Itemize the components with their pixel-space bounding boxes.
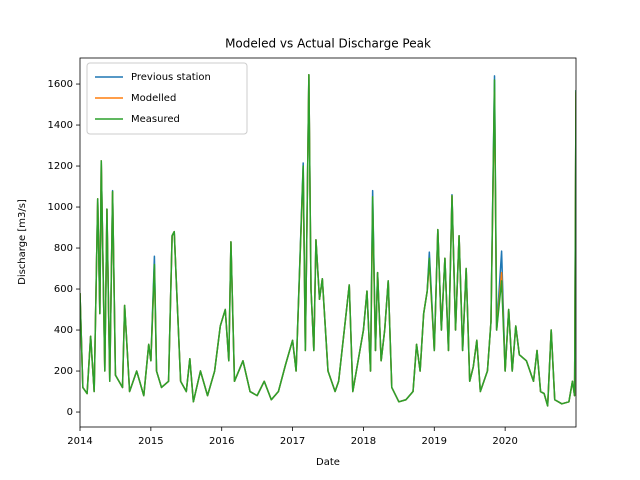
y-axis-label: Discharge [m3/s]	[17, 199, 28, 285]
x-tick-label: 2020	[492, 436, 517, 447]
y-tick-label: 800	[54, 243, 73, 254]
legend-label: Measured	[131, 114, 180, 125]
legend-label: Modelled	[131, 93, 176, 104]
series-line	[80, 74, 576, 407]
x-tick-label: 2019	[422, 436, 447, 447]
plot-area: 0 200 400 600 800 1000 1200 1400 1600 2014 2015 201…	[48, 57, 577, 447]
x-tick-label: 2016	[209, 436, 234, 447]
legend-box	[86, 62, 248, 135]
x-tick-label: 2017	[280, 436, 305, 447]
y-tick-label: 600	[54, 284, 73, 295]
legend-label: Previous station	[131, 72, 211, 83]
chart-title: Modeled vs Actual Discharge Peak	[225, 37, 431, 51]
axes-frame	[79, 57, 577, 428]
y-tick-label: 200	[54, 366, 73, 377]
x-axis-label: Date	[316, 457, 340, 468]
x-tick-label: 2015	[138, 436, 163, 447]
y-tick-label: 1400	[48, 120, 73, 131]
x-tick-label: 2014	[67, 436, 92, 447]
y-tick-label: 1000	[48, 202, 73, 213]
y-tick-label: 400	[54, 325, 73, 336]
y-tick-label: 1200	[48, 161, 73, 172]
y-tick-label: 0	[67, 407, 73, 418]
x-tick-label: 2018	[351, 436, 376, 447]
y-tick-label: 1600	[48, 79, 73, 90]
legend: Previous station Modelled Measured	[86, 62, 248, 135]
